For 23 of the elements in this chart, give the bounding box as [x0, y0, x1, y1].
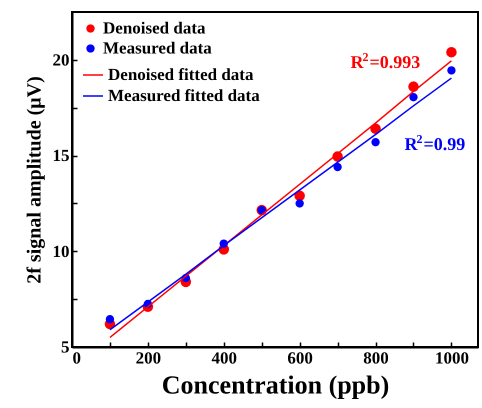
point: [333, 162, 342, 172]
legend-label: Denoised fitted data: [108, 65, 254, 84]
x-tick-label: 600: [287, 348, 313, 368]
x-tick-label: 400: [212, 348, 238, 368]
point: [106, 315, 114, 324]
x-tick-label: 800: [363, 348, 389, 368]
point: [446, 46, 457, 58]
point: [371, 138, 380, 146]
point: [295, 199, 304, 208]
x-tick-label: 0: [72, 348, 81, 368]
x-tick-label: 200: [136, 348, 162, 368]
point: [447, 66, 456, 75]
y-tick-label: 10: [52, 242, 70, 261]
legend-label: Denoised data: [103, 18, 206, 38]
point: [409, 93, 418, 102]
y-axis-title: 2f signal amplitude (μV): [24, 76, 46, 284]
y-tick-label: 15: [52, 146, 70, 166]
legend-label: Measured fitted data: [108, 86, 260, 105]
x-axis-title: Concentration (ppb): [162, 370, 390, 400]
y-tick-label: 5: [61, 338, 70, 356]
legend-label: Measured data: [103, 38, 212, 58]
x-tick-label: 1000: [434, 348, 469, 368]
y-tick-label: 20: [52, 50, 70, 70]
